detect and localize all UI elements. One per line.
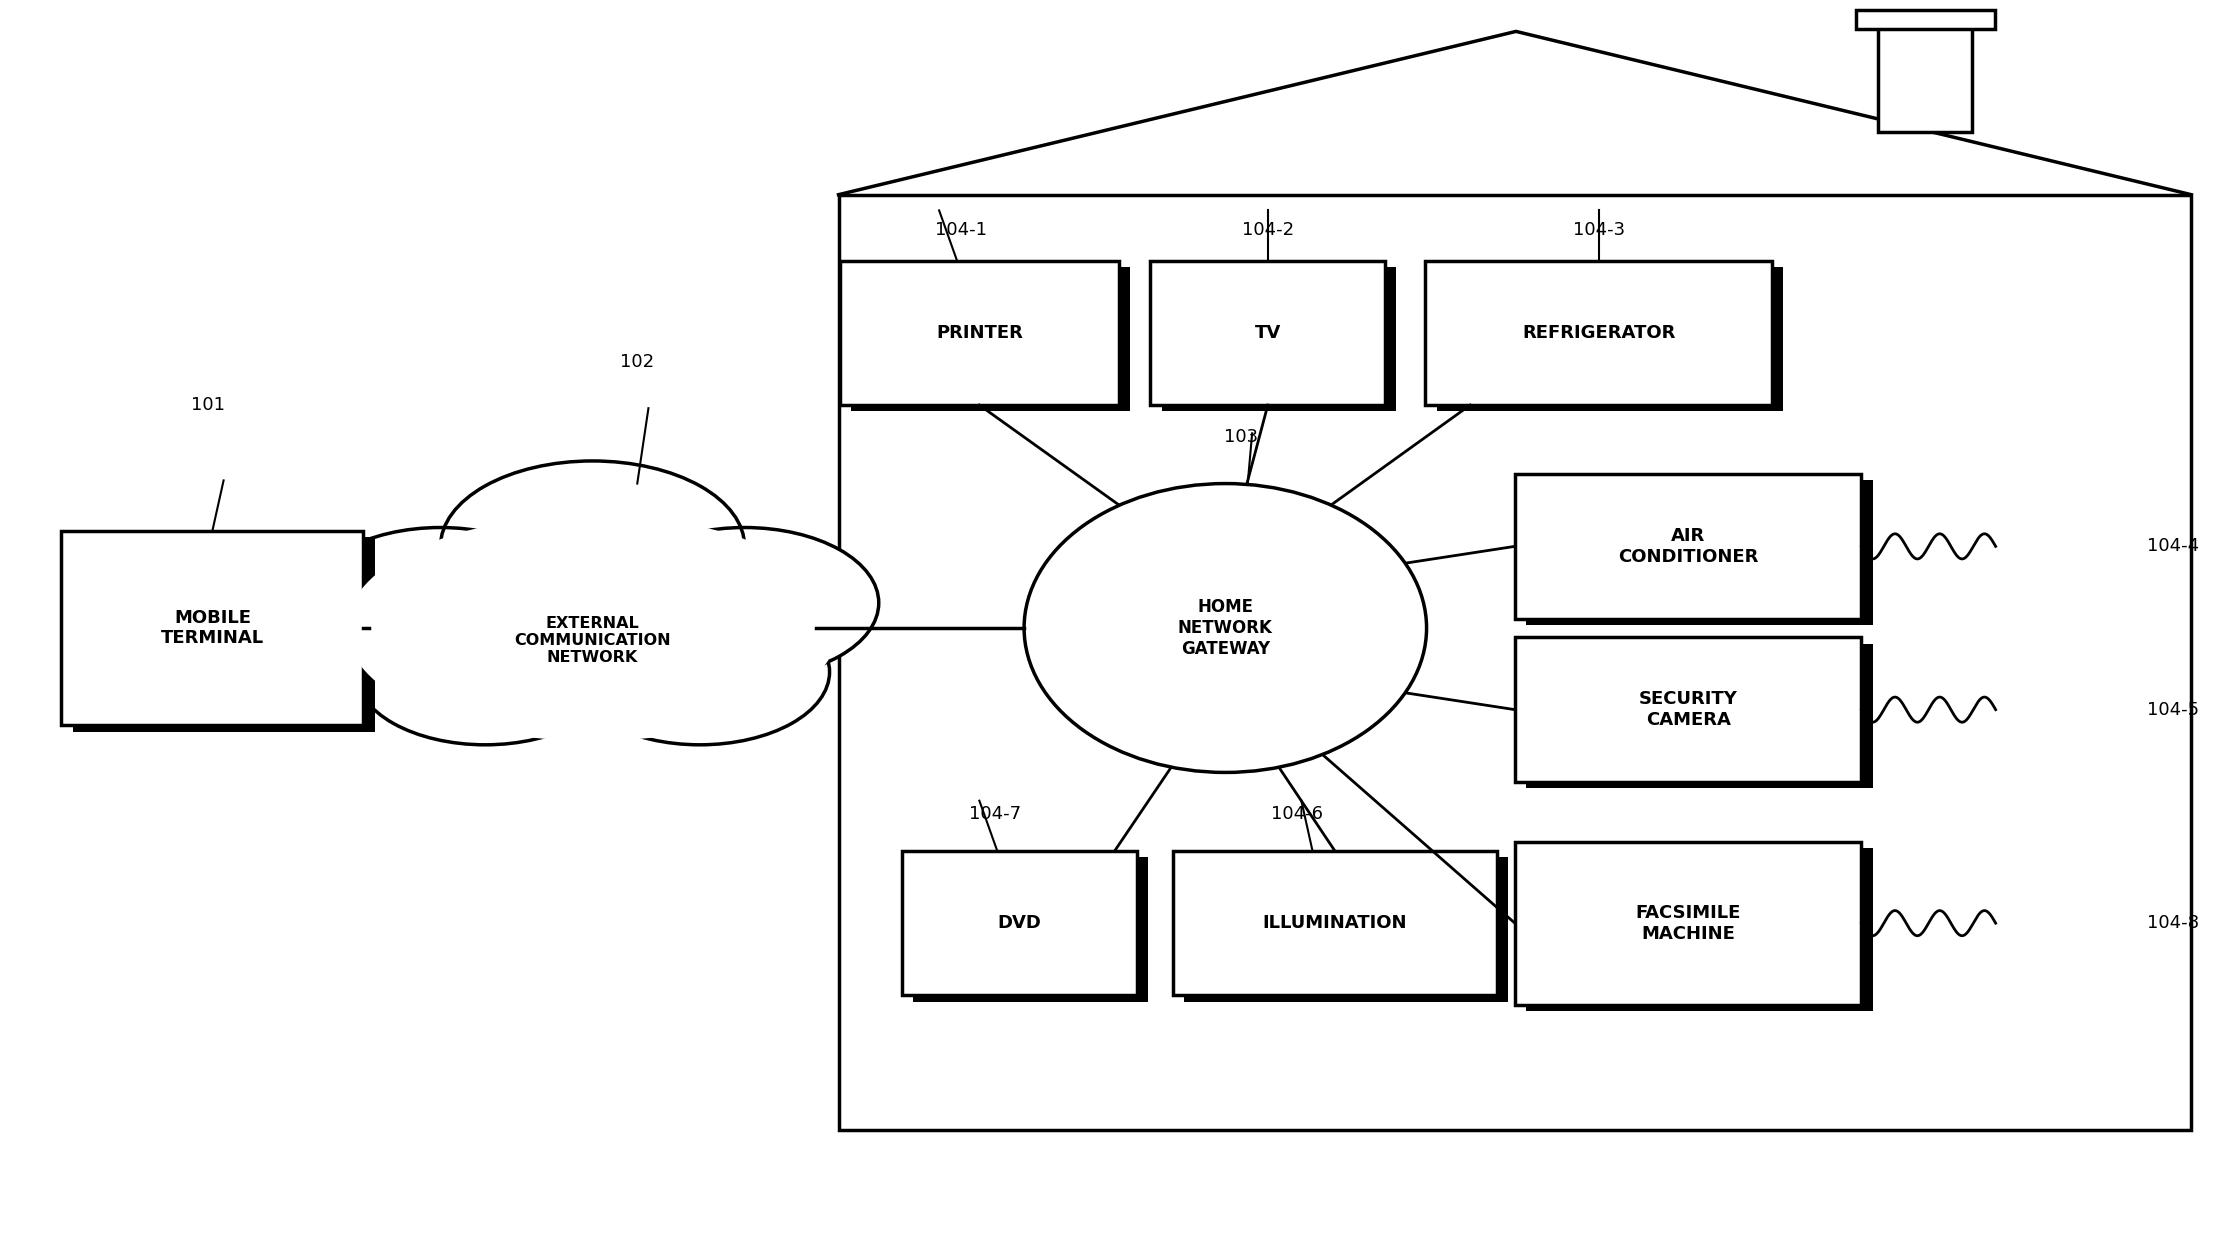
FancyBboxPatch shape [72,536,376,731]
FancyBboxPatch shape [1516,474,1860,619]
FancyBboxPatch shape [850,268,1131,412]
Ellipse shape [306,528,575,678]
FancyBboxPatch shape [838,195,2191,1130]
Text: 104-4: 104-4 [2147,538,2198,555]
Text: 104-6: 104-6 [1270,805,1324,823]
FancyBboxPatch shape [1427,261,1771,404]
FancyBboxPatch shape [1436,268,1784,412]
Text: HOME
NETWORK
GATEWAY: HOME NETWORK GATEWAY [1178,598,1272,658]
Text: 104-2: 104-2 [1241,221,1295,239]
Text: AIR
CONDITIONER: AIR CONDITIONER [1619,528,1757,565]
FancyBboxPatch shape [1525,848,1874,1011]
Text: EXTERNAL
COMMUNICATION
NETWORK: EXTERNAL COMMUNICATION NETWORK [514,615,671,666]
Ellipse shape [347,515,838,741]
Text: 104-8: 104-8 [2147,914,2198,932]
Ellipse shape [610,528,879,678]
Text: DVD: DVD [997,914,1042,932]
Text: ILLUMINATION: ILLUMINATION [1263,914,1406,932]
Text: FACSIMILE
MACHINE: FACSIMILE MACHINE [1635,904,1742,942]
Text: REFRIGERATOR: REFRIGERATOR [1523,324,1675,342]
FancyBboxPatch shape [903,852,1138,995]
Text: SECURITY
CAMERA: SECURITY CAMERA [1639,691,1737,728]
FancyBboxPatch shape [1525,481,1874,624]
Text: 104-1: 104-1 [935,221,988,239]
Ellipse shape [570,599,830,745]
Ellipse shape [356,599,615,745]
FancyBboxPatch shape [1172,852,1498,995]
FancyBboxPatch shape [1163,268,1395,412]
Text: 103: 103 [1223,428,1259,446]
FancyBboxPatch shape [1856,10,1995,29]
Text: 101: 101 [190,397,226,414]
Text: MOBILE
TERMINAL: MOBILE TERMINAL [161,609,264,647]
Text: TV: TV [1254,324,1281,342]
Ellipse shape [1024,484,1427,772]
Ellipse shape [440,461,745,632]
Text: 104-7: 104-7 [968,805,1022,823]
FancyBboxPatch shape [1516,842,1860,1005]
FancyBboxPatch shape [1185,857,1507,1002]
Text: 104-5: 104-5 [2147,701,2198,718]
FancyBboxPatch shape [1878,25,1972,132]
FancyBboxPatch shape [1516,637,1860,781]
FancyBboxPatch shape [60,530,362,726]
FancyBboxPatch shape [1149,261,1384,404]
Text: 102: 102 [619,353,655,371]
FancyBboxPatch shape [841,261,1118,404]
FancyBboxPatch shape [1525,643,1874,789]
Text: PRINTER: PRINTER [937,324,1022,342]
Text: 104-3: 104-3 [1572,221,1626,239]
FancyBboxPatch shape [915,857,1149,1002]
